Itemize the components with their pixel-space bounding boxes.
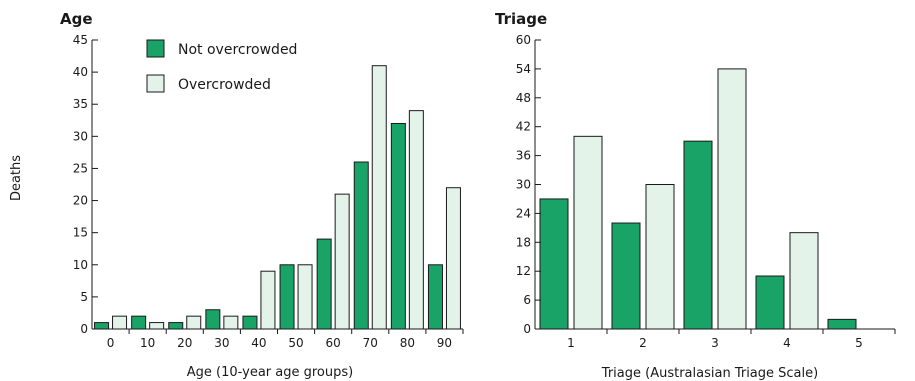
- age-bar-not-overcrowded-50: [279, 264, 295, 330]
- age-y-tick-label: 0: [80, 322, 88, 336]
- age-bar-overcrowded-40: [260, 270, 276, 330]
- triage-y-tick-label: 6: [523, 293, 531, 307]
- legend: Not overcrowded Overcrowded: [146, 39, 297, 93]
- legend-swatch-not-overcrowded: [146, 39, 165, 58]
- age-y-tick-label: 45: [73, 33, 88, 47]
- legend-swatch-overcrowded: [146, 74, 165, 93]
- age-y-tick-label: 25: [73, 161, 88, 175]
- age-chart: Age 0 10 20 30 40 50 60 70 80 90 0 5 10 15 20 25 30 35 40 4…: [60, 10, 464, 380]
- triage-bar-overcrowded-3: [717, 68, 747, 330]
- triage-y-tick-label: 12: [516, 264, 531, 278]
- age-y-tick-label: 40: [73, 65, 88, 79]
- age-bar-overcrowded-20: [186, 315, 202, 330]
- age-y-tick-label: 5: [80, 290, 88, 304]
- age-x-tick-label: 80: [400, 336, 415, 350]
- triage-y-tick-label: 48: [516, 91, 531, 105]
- triage-bar-overcrowded-2: [645, 184, 675, 330]
- age-bar-not-overcrowded-10: [131, 315, 147, 330]
- triage-bar-not-overcrowded-3: [683, 140, 713, 330]
- age-bar-overcrowded-50: [297, 264, 313, 330]
- triage-bar-overcrowded-4: [789, 232, 819, 330]
- triage-bar-overcrowded-1: [573, 135, 603, 330]
- age-bar-not-overcrowded-60: [316, 238, 332, 330]
- age-bar-overcrowded-70: [371, 65, 387, 330]
- triage-bar-not-overcrowded-2: [611, 222, 641, 330]
- age-bar-not-overcrowded-30: [205, 309, 221, 330]
- age-bars: [94, 65, 461, 330]
- age-x-tick-label: 90: [437, 336, 452, 350]
- triage-x-tick-label: 4: [783, 336, 791, 350]
- age-bar-overcrowded-30: [223, 315, 239, 330]
- triage-y-tick-label: 42: [516, 120, 531, 134]
- age-bar-not-overcrowded-0: [94, 322, 110, 330]
- age-bar-overcrowded-60: [334, 193, 350, 330]
- age-x-tick-label: 50: [288, 336, 303, 350]
- age-bar-not-overcrowded-70: [353, 161, 369, 330]
- age-bar-overcrowded-10: [149, 322, 165, 330]
- triage-y-tick-label: 0: [523, 322, 531, 336]
- age-y-tick-label: 30: [73, 129, 88, 143]
- age-chart-title: Age: [60, 10, 93, 28]
- shared-y-axis-label: Deaths: [9, 155, 24, 201]
- age-x-axis-label: Age (10-year age groups): [187, 365, 353, 380]
- legend-label-overcrowded: Overcrowded: [178, 77, 271, 93]
- triage-chart-title: Triage: [495, 10, 547, 28]
- triage-x-tick-label: 1: [567, 336, 575, 350]
- legend-label-not-overcrowded: Not overcrowded: [178, 42, 297, 58]
- age-y-tick-label: 10: [73, 258, 88, 272]
- triage-x-tick-label: 3: [711, 336, 719, 350]
- age-y-tick-label: 15: [73, 226, 88, 240]
- age-x-tick-label: 40: [251, 336, 266, 350]
- triage-x-tick-label: 5: [855, 336, 863, 350]
- age-x-tick-label: 10: [140, 336, 155, 350]
- triage-y-tick-label: 54: [516, 62, 531, 76]
- triage-bars: [539, 68, 857, 330]
- age-bar-not-overcrowded-40: [242, 315, 258, 330]
- triage-y-tick-label: 36: [516, 149, 531, 163]
- triage-bar-not-overcrowded-1: [539, 198, 569, 330]
- triage-bar-not-overcrowded-5: [827, 318, 857, 330]
- age-axes: 0 10 20 30 40 50 60 70 80 90 0 5 10 15 20 25 30 35 40 45: [73, 33, 464, 350]
- age-x-tick-label: 60: [326, 336, 341, 350]
- age-bar-overcrowded-90: [445, 187, 461, 330]
- age-x-tick-label: 20: [177, 336, 192, 350]
- age-bar-not-overcrowded-80: [390, 122, 406, 330]
- age-y-tick-label: 35: [73, 97, 88, 111]
- age-y-tick-label: 20: [73, 194, 88, 208]
- triage-x-tick-label: 2: [639, 336, 647, 350]
- triage-y-tick-label: 24: [516, 206, 531, 220]
- age-x-tick-label: 70: [363, 336, 378, 350]
- triage-y-tick-label: 30: [516, 178, 531, 192]
- age-x-tick-label: 30: [214, 336, 229, 350]
- triage-x-axis-label: Triage (Australasian Triage Scale): [601, 366, 818, 381]
- triage-bar-not-overcrowded-4: [755, 275, 785, 330]
- triage-y-tick-label: 60: [516, 33, 531, 47]
- age-x-tick-label: 0: [107, 336, 115, 350]
- age-bar-overcrowded-80: [408, 110, 424, 330]
- age-bar-not-overcrowded-20: [168, 322, 184, 330]
- age-bar-overcrowded-0: [112, 315, 128, 330]
- triage-y-tick-label: 18: [516, 235, 531, 249]
- age-bar-not-overcrowded-90: [427, 264, 443, 330]
